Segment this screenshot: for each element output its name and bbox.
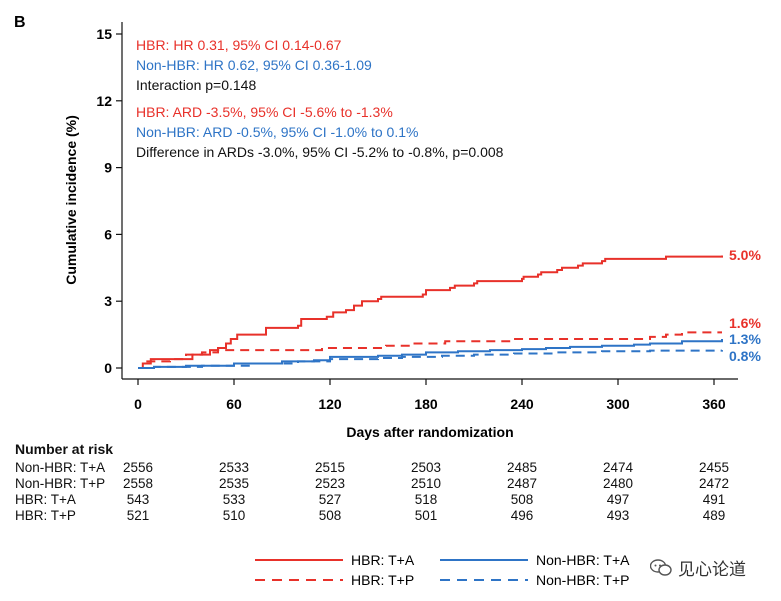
annotation-line: Non-HBR: HR 0.62, 95% CI 0.36-1.09	[136, 57, 372, 73]
risk-value: 491	[702, 492, 726, 507]
series-line	[138, 331, 722, 369]
series-layer	[138, 255, 723, 369]
risk-value: 2474	[602, 460, 634, 475]
risk-value: 489	[702, 508, 726, 523]
risk-value: 2515	[314, 460, 346, 475]
series-end-label: 1.6%	[729, 315, 761, 331]
risk-row-label: HBR: T+A	[15, 492, 76, 507]
risk-value: 2535	[218, 476, 250, 491]
risk-value: 508	[318, 508, 342, 523]
risk-row-label: HBR: T+P	[15, 508, 76, 523]
risk-value: 2480	[602, 476, 634, 491]
risk-table-row: HBR: T+P 521 510 508 501 496 493 489	[15, 508, 775, 524]
legend-label: Non-HBR: T+P	[536, 572, 630, 588]
risk-value: 2558	[122, 476, 154, 491]
risk-value: 2485	[506, 460, 538, 475]
series-line	[138, 255, 723, 369]
x-tick-label: 180	[414, 396, 438, 412]
risk-value: 2523	[314, 476, 346, 491]
risk-value: 543	[126, 492, 150, 507]
risk-value: 508	[510, 492, 534, 507]
x-tick-label: 300	[606, 396, 630, 412]
risk-value: 493	[606, 508, 630, 523]
x-axis-label: Days after randomization	[346, 424, 513, 440]
end-labels: 5.0% 1.6%1.3%0.8%	[729, 247, 761, 364]
x-tick-label: 360	[702, 396, 726, 412]
series-end-label: 5.0%	[729, 247, 761, 263]
risk-value: 533	[222, 492, 246, 507]
risk-value: 2533	[218, 460, 250, 475]
x-tick-label: 120	[318, 396, 342, 412]
chat-bubbles-icon	[650, 558, 672, 576]
legend-label: HBR: T+A	[351, 552, 415, 568]
annotation-line: Difference in ARDs -3.0%, 95% CI -5.2% t…	[136, 144, 504, 160]
x-tick-label: 60	[226, 396, 242, 412]
series-end-label: 0.8%	[729, 348, 761, 364]
risk-value: 2556	[122, 460, 154, 475]
risk-row-label: Non-HBR: T+P	[15, 476, 106, 491]
risk-value: 2472	[698, 476, 730, 491]
risk-value: 518	[414, 492, 438, 507]
risk-value: 527	[318, 492, 342, 507]
y-tick-label: 0	[104, 360, 112, 376]
y-axis-label: Cumulative incidence (%)	[63, 115, 79, 285]
x-tick-label: 0	[134, 396, 142, 412]
y-tick-label: 9	[104, 160, 112, 176]
risk-value: 2487	[506, 476, 538, 491]
legend: HBR: T+A Non-HBR: T+A HBR: T+P Non-HBR: T+P	[255, 552, 630, 588]
annotation-line: HBR: HR 0.31, 95% CI 0.14-0.67	[136, 37, 342, 53]
risk-value: 497	[606, 492, 630, 507]
watermark-text: 见心论道	[678, 560, 746, 579]
risk-row-label: Non-HBR: T+A	[15, 460, 106, 475]
annotation-line: Interaction p=0.148	[136, 77, 256, 93]
risk-value: 2510	[410, 476, 442, 491]
risk-table-row: Non-HBR: T+A 2556 2533 2515 2503 2485 2474 2455	[15, 460, 775, 476]
series-line	[138, 349, 723, 369]
y-tick-label: 15	[96, 26, 112, 42]
series-line	[138, 339, 723, 369]
y-tick-label: 12	[96, 93, 112, 109]
risk-value: 521	[126, 508, 150, 523]
risk-value: 2503	[410, 460, 442, 475]
watermark: 见心论道	[650, 555, 746, 580]
series-end-label: 1.3%	[729, 331, 761, 347]
annotation-line: Non-HBR: ARD -0.5%, 95% CI -1.0% to 0.1%	[136, 124, 418, 140]
risk-value: 2455	[698, 460, 730, 475]
risk-value: 496	[510, 508, 534, 523]
annotations: HBR: HR 0.31, 95% CI 0.14-0.67 Non-HBR: H…	[136, 37, 504, 160]
risk-value: 510	[222, 508, 246, 523]
axes: 0 3 6 9 12 15 0 60 120 180 240 300 360	[96, 22, 738, 412]
legend-label: Non-HBR: T+A	[536, 552, 630, 568]
x-tick-label: 240	[510, 396, 534, 412]
risk-value: 501	[414, 508, 438, 523]
y-tick-label: 6	[104, 226, 112, 242]
annotation-line: HBR: ARD -3.5%, 95% CI -5.6% to -1.3%	[136, 104, 393, 120]
risk-table-title: Number at risk	[15, 441, 114, 457]
y-tick-label: 3	[104, 293, 112, 309]
risk-table-row: HBR: T+A 543 533 527 518 508 497 491	[15, 492, 775, 508]
panel-label: B	[14, 14, 26, 31]
legend-label: HBR: T+P	[351, 572, 414, 588]
risk-table-row: Non-HBR: T+P 2558 2535 2523 2510 2487 2480 2472	[15, 476, 775, 492]
